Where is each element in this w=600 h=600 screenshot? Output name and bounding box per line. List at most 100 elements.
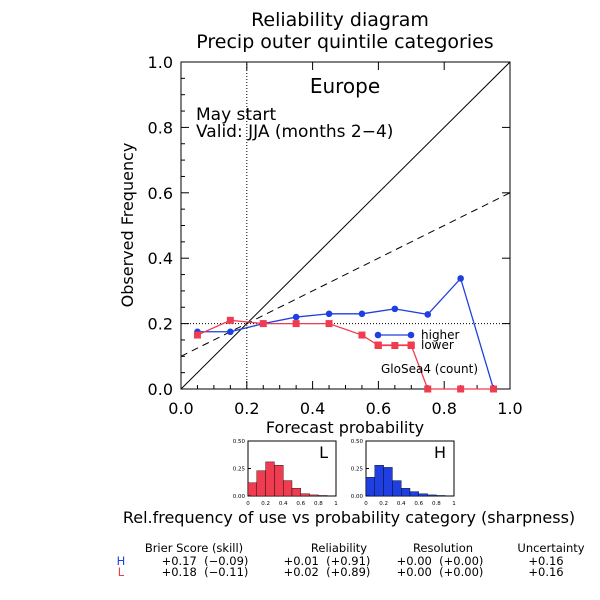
sharpness-y-tick-label: 0.25 xyxy=(351,467,364,473)
sharpness-x-tick-label: 1 xyxy=(334,501,338,507)
score-table: Brier Score (skill) Reliability Resolution… xyxy=(117,541,585,579)
x-tick-label: 1.0 xyxy=(497,399,522,418)
sharpness-bar-H xyxy=(427,494,437,497)
score-header: Resolution xyxy=(413,541,473,555)
sharpness-bar-H xyxy=(401,488,411,497)
sharpness-y-tick-label: 0.00 xyxy=(351,494,364,500)
score-header: Brier Score (skill) xyxy=(145,541,243,555)
score-header: Uncertainty xyxy=(517,541,584,555)
y-tick-label: 0.0 xyxy=(148,380,173,399)
score-cell: +0.17 (−0.09) xyxy=(162,554,249,568)
data-point-lower xyxy=(424,385,432,393)
sharpness-bar-H xyxy=(392,480,402,497)
sharpness-bar-L xyxy=(309,494,319,497)
data-point-lower xyxy=(457,385,465,393)
y-axis-label: Observed Frequency xyxy=(118,143,137,308)
sharpness-y-tick-label: 0.50 xyxy=(233,439,246,445)
sharpness-x-tick-label: 0.4 xyxy=(279,501,288,507)
y-tick-label: 0.2 xyxy=(148,315,173,334)
data-point-lower xyxy=(358,331,366,339)
score-cell: +0.01 (+0.91) xyxy=(284,554,371,568)
sharpness-bar-L xyxy=(256,470,266,497)
legend-lower-label: lower xyxy=(421,338,454,352)
sharpness-x-tick-label: 0.8 xyxy=(314,501,323,507)
sharpness-bar-H xyxy=(383,467,393,497)
sharpness-x-tick-label: 0.8 xyxy=(432,501,441,507)
y-tick-label: 0.6 xyxy=(148,184,173,203)
score-cell: +0.18 (−0.11) xyxy=(162,565,249,579)
x-tick-label: 0.4 xyxy=(300,399,325,418)
data-point-higher xyxy=(227,328,234,336)
sharpness-bar-L xyxy=(274,465,284,497)
sharpness-bar-H xyxy=(374,465,384,497)
legend-marker-lower xyxy=(374,341,382,349)
score-cell: +0.16 xyxy=(528,554,563,568)
main-axis-ticks: 0.00.0 0.2 0.2 0.4 0.4 0.6 0.6 0.8 0.8 1.0 1.0 xyxy=(148,53,523,418)
data-point-lower xyxy=(259,320,267,328)
series-line-lower xyxy=(197,319,494,390)
sharpness-bar-L xyxy=(318,495,328,497)
x-tick-label: 0.2 xyxy=(234,399,259,418)
model-label: GloSea4 (count) xyxy=(381,362,478,376)
sharpness-x-tick-label: 0.4 xyxy=(397,501,406,507)
x-tick-label: 0.6 xyxy=(366,399,391,418)
region-label: Europe xyxy=(310,74,380,98)
x-axis-label: Forecast probability xyxy=(266,418,424,437)
series-line-higher xyxy=(197,277,495,390)
sharpness-x-tick-label: 0.2 xyxy=(379,501,388,507)
sharpness-bar-H xyxy=(409,491,420,497)
data-point-higher xyxy=(358,310,366,318)
sharpness-bar-L xyxy=(291,488,302,497)
data-point-higher xyxy=(292,313,300,321)
diagonal-line xyxy=(180,61,511,390)
score-row-label: H xyxy=(117,554,126,568)
sharpness-x-tick-label: 0.6 xyxy=(414,501,423,507)
data-point-lower xyxy=(490,385,498,393)
data-point-higher xyxy=(391,305,399,313)
sharpness-panel-label: H xyxy=(434,443,446,462)
sharpness-panels: L0.500.250.000 0.2 0.4 0.6 0.8 1H0.500.250.00… xyxy=(233,439,456,507)
legend-marker-lower xyxy=(407,341,415,349)
data-point-lower xyxy=(226,316,234,324)
legend-marker-higher xyxy=(407,331,415,339)
reference-lines xyxy=(180,61,511,390)
legend-marker-higher xyxy=(374,331,382,339)
data-point-lower xyxy=(193,331,201,339)
sharpness-x-tick-label: 0.6 xyxy=(296,501,305,507)
score-header: Reliability xyxy=(311,541,367,555)
sharpness-bar-H xyxy=(418,493,428,497)
sharpness-bar-L xyxy=(300,493,310,497)
data-point-higher xyxy=(424,311,432,318)
data-point-lower xyxy=(325,320,333,328)
score-cell: +0.00 (+0.00) xyxy=(397,554,484,568)
sharpness-caption: Rel.frequency of use vs probability cate… xyxy=(123,508,575,527)
sharpness-y-tick-label: 0.50 xyxy=(351,439,364,445)
no-skill-line xyxy=(180,192,511,357)
sharpness-x-tick-label: 0 xyxy=(246,501,250,507)
sharpness-bar-L xyxy=(265,461,275,497)
data-point-lower xyxy=(292,320,300,328)
start-label: May start xyxy=(196,105,276,125)
y-tick-label: 1.0 xyxy=(148,53,173,72)
x-tick-label: 0.0 xyxy=(168,399,193,418)
sharpness-x-tick-label: 0 xyxy=(364,501,368,507)
chart-title-line-1: Reliability diagram xyxy=(251,9,429,31)
series-layer xyxy=(193,275,498,393)
data-point-higher xyxy=(457,275,464,282)
sharpness-y-tick-label: 0.00 xyxy=(233,494,246,500)
x-tick-label: 0.8 xyxy=(431,399,456,418)
chart-title-line-2: Precip outer quintile categories xyxy=(196,31,493,53)
sharpness-bar-L xyxy=(247,482,258,497)
legend-higher-label: higher xyxy=(421,328,460,342)
score-cell: +0.02 (+0.89) xyxy=(284,565,371,579)
y-tick-label: 0.8 xyxy=(148,118,173,137)
score-cell: +0.16 xyxy=(528,565,563,579)
y-tick-label: 0.4 xyxy=(148,249,173,268)
sharpness-y-tick-label: 0.25 xyxy=(233,467,246,473)
sharpness-bar-L xyxy=(283,480,293,497)
sharpness-bar-H xyxy=(365,477,376,497)
valid-label: Valid: JJA (months 2−4) xyxy=(196,122,393,142)
sharpness-panel-label: L xyxy=(319,443,328,462)
data-point-higher xyxy=(325,310,333,318)
